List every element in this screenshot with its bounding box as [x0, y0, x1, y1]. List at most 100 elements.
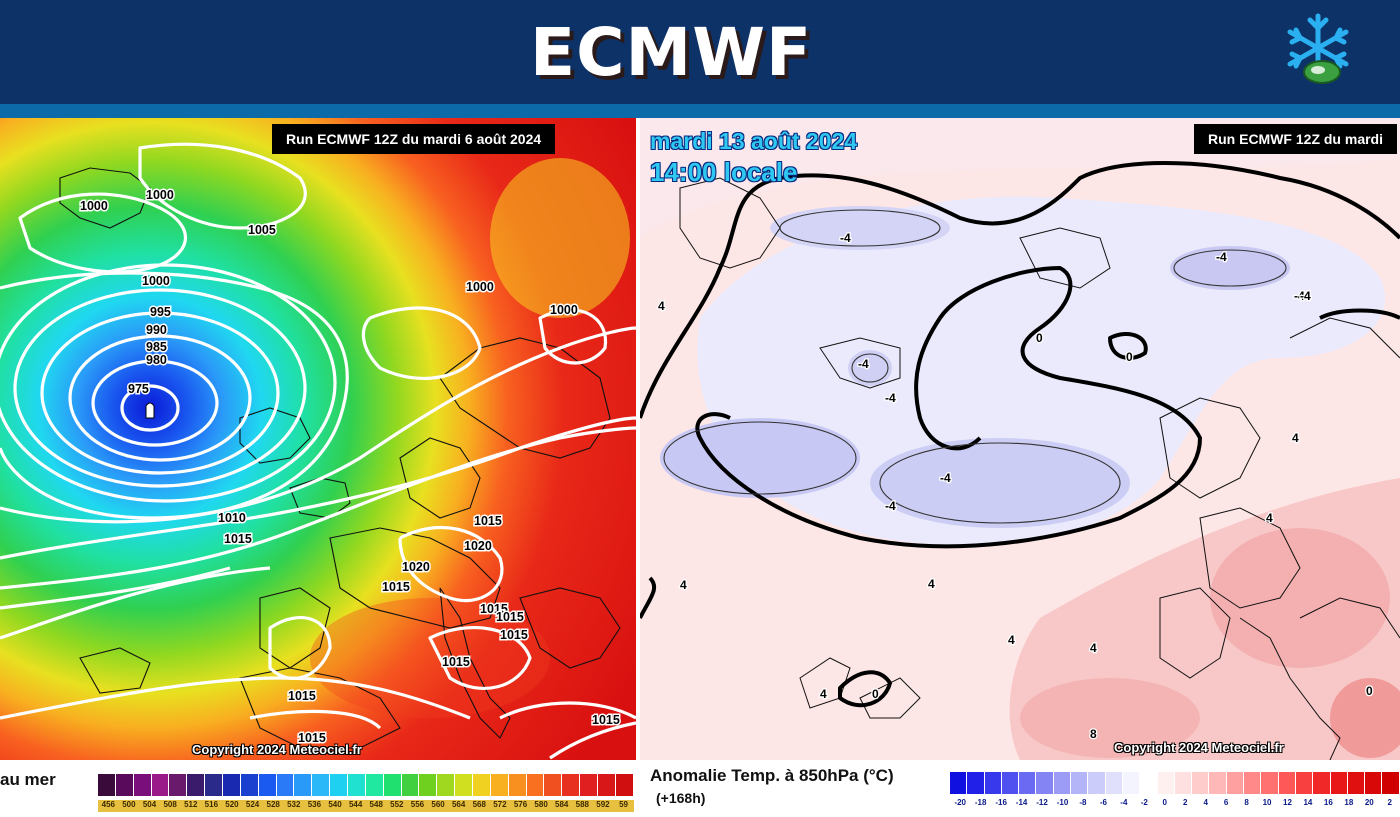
- scale-tick-label: 508: [159, 800, 181, 812]
- scale-swatch: [1105, 772, 1123, 794]
- scale-tick-label: 592: [592, 800, 614, 812]
- scale-tick-label: 548: [365, 800, 387, 812]
- scale-tick-label: 556: [407, 800, 428, 812]
- scale-tick-label: 59: [613, 800, 634, 812]
- scale-swatch: [151, 774, 170, 796]
- scale-tick-label: 536: [304, 800, 325, 812]
- scale-tick-label: 512: [180, 800, 202, 812]
- scale-swatch: [508, 774, 527, 796]
- scale-tick-label: 0: [1154, 798, 1175, 810]
- scale-tick-label: 12: [1277, 798, 1298, 810]
- anomaly-label: 0: [872, 687, 879, 701]
- isobar-label: 1015: [224, 532, 252, 546]
- scale-swatch: [187, 774, 206, 796]
- scale-swatch: [205, 774, 224, 796]
- scale-tick-label: 572: [489, 800, 511, 812]
- isobar-label: 1020: [464, 539, 492, 553]
- pressure-color-scale: [98, 774, 634, 796]
- scale-swatch: [544, 774, 563, 796]
- anomaly-label: -4: [1300, 289, 1311, 303]
- scale-tick-label: 544: [345, 800, 366, 812]
- scale-swatch: [330, 774, 349, 796]
- scale-swatch: [437, 774, 456, 796]
- scale-tick-label: 14: [1297, 798, 1319, 810]
- scale-tick-label: -10: [1052, 798, 1073, 810]
- scale-tick-label: 8: [1236, 798, 1257, 810]
- scale-tick-label: 2: [1174, 798, 1196, 810]
- scale-swatch: [984, 772, 1002, 794]
- scale-tick-label: 516: [201, 800, 222, 812]
- isobar-label: 1015: [496, 610, 524, 624]
- scale-swatch: [1157, 772, 1175, 794]
- scale-swatch: [1053, 772, 1072, 794]
- scale-tick-label: 568: [468, 800, 490, 812]
- scale-swatch: [490, 774, 509, 796]
- legend-title-right: Anomalie Temp. à 850hPa (°C): [650, 766, 894, 785]
- isobar-label: 1015: [288, 689, 316, 703]
- scale-swatch: [258, 774, 277, 796]
- anomaly-label: -4: [940, 471, 951, 485]
- run-label-left: Run ECMWF 12Z du mardi 6 août 2024: [272, 124, 556, 154]
- scale-swatch: [1313, 772, 1331, 794]
- scale-tick-label: -8: [1072, 798, 1094, 810]
- isobar-label: 1015: [500, 628, 528, 642]
- scale-tick-label: -2: [1134, 798, 1155, 810]
- scale-swatch: [1174, 772, 1193, 794]
- anomaly-label: -4: [885, 499, 896, 513]
- anomaly-map-panel: -4 -4 -4 -4 -4 -4 -4 -4 0 0 4 4 4 4 4 4 …: [640, 118, 1400, 760]
- scale-tick-label: 520: [221, 800, 243, 812]
- scale-swatch: [1365, 772, 1383, 794]
- scale-swatch: [312, 774, 331, 796]
- anomaly-scale-ticks: -20 -18 -16 -14 -12 -10 -8 -6 -4 -2 0 2 4 6 8 10 12 14 16 1…: [950, 798, 1400, 810]
- isobar-label: 995: [150, 305, 171, 319]
- scale-swatch: [1071, 772, 1089, 794]
- scale-swatch: [1244, 772, 1262, 794]
- scale-swatch: [1122, 772, 1141, 794]
- scale-tick-label: 6: [1215, 798, 1237, 810]
- anomaly-label: 4: [1292, 431, 1299, 445]
- scale-swatch: [276, 774, 295, 796]
- valid-date: mardi 13 août 2024 14:00 locale: [650, 128, 857, 188]
- anomaly-label: 4: [658, 299, 665, 313]
- scale-swatch: [1261, 772, 1279, 794]
- scale-swatch: [473, 774, 491, 796]
- scale-tick-label: -20: [950, 798, 971, 810]
- isobar-label: 980: [146, 353, 167, 367]
- scale-swatch: [294, 774, 313, 796]
- anomaly-color-scale: [950, 772, 1400, 794]
- scale-swatch: [615, 774, 634, 796]
- scale-swatch: [598, 774, 616, 796]
- isobar-label: 1015: [474, 514, 502, 528]
- isobar-label: 1020: [402, 560, 430, 574]
- scale-swatch: [562, 774, 581, 796]
- isobar-label: 1000: [550, 303, 578, 317]
- scale-tick-label: 504: [139, 800, 160, 812]
- anomaly-label: -4: [858, 357, 869, 371]
- valid-date-line: mardi 13 août 2024: [650, 128, 858, 154]
- anomaly-label: 4: [1090, 641, 1097, 655]
- scale-tick-label: -12: [1031, 798, 1053, 810]
- valid-time-line: 14:00 locale: [650, 157, 798, 187]
- isobar-label: 1005: [248, 223, 276, 237]
- scale-swatch: [348, 774, 366, 796]
- scale-swatch: [1278, 772, 1296, 794]
- isobar-label: 985: [146, 340, 167, 354]
- isobar-label: 990: [146, 323, 167, 337]
- scale-swatch: [967, 772, 985, 794]
- scale-tick-label: 532: [283, 800, 305, 812]
- pressure-map-panel: 1000 1000 1005 1000 995 990 985 980 975 …: [0, 118, 636, 760]
- scale-tick-label: -16: [990, 798, 1012, 810]
- anomaly-map: -4 -4 -4 -4 -4 -4 -4 -4 0 0 4 4 4 4 4 4 …: [640, 118, 1400, 760]
- scale-swatch: [580, 774, 599, 796]
- scale-tick-label: 528: [262, 800, 284, 812]
- anomaly-label: 0: [1036, 331, 1043, 345]
- scale-tick-label: 576: [510, 800, 531, 812]
- anomaly-label: 4: [1266, 511, 1273, 525]
- scale-tick-label: 10: [1256, 798, 1278, 810]
- scale-tick-label: 584: [551, 800, 573, 812]
- scale-swatch: [1209, 772, 1227, 794]
- scale-tick-label: 456: [98, 800, 119, 812]
- scale-tick-label: 500: [118, 800, 140, 812]
- legend-title-left: au mer: [0, 770, 56, 789]
- scale-swatch: [1088, 772, 1106, 794]
